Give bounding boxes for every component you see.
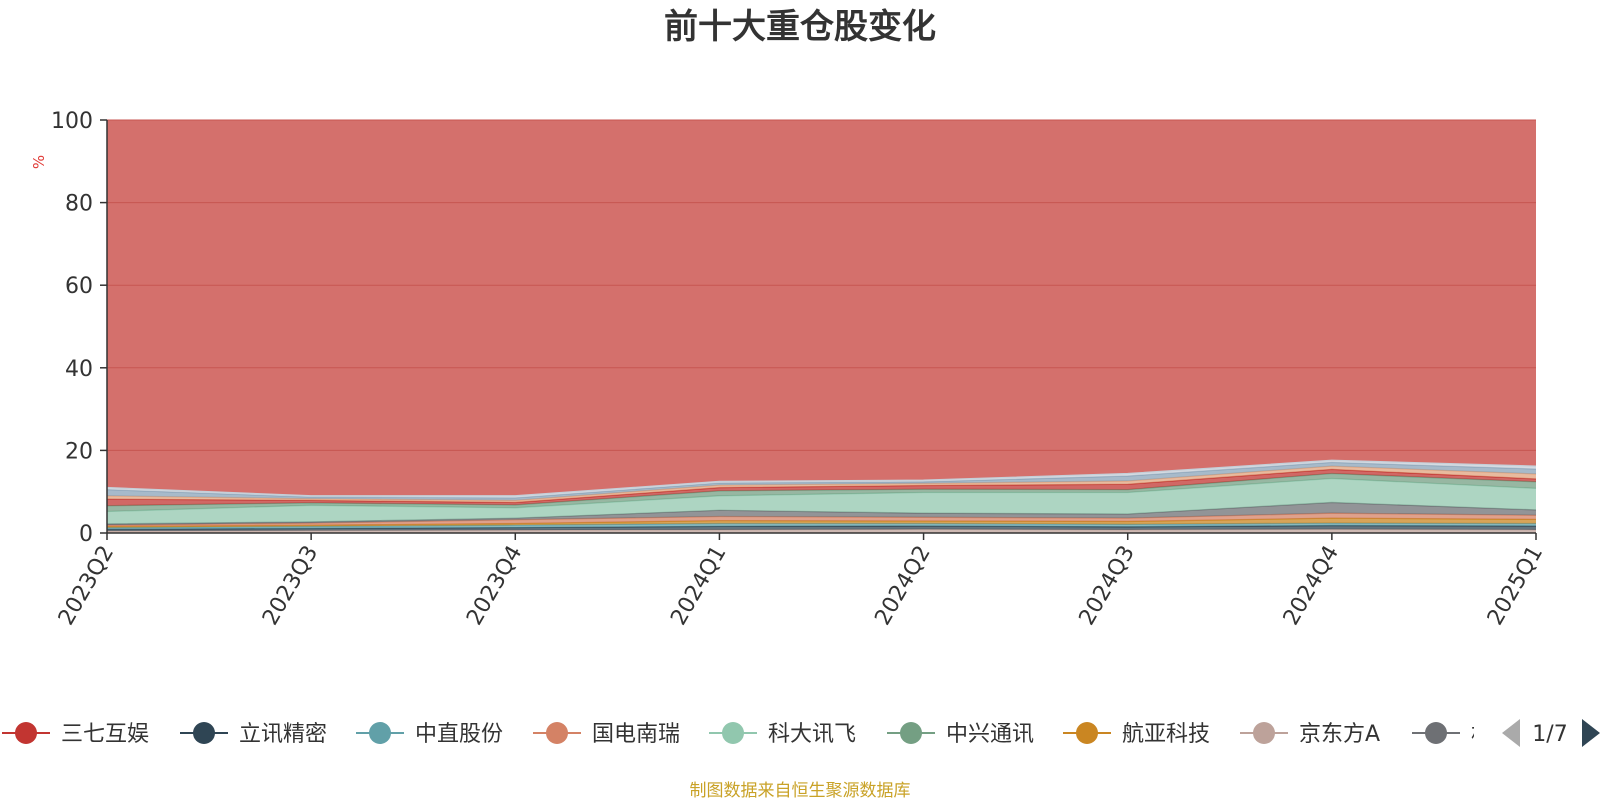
- series-area-6: [107, 478, 1536, 524]
- legend-marker: [369, 722, 391, 744]
- legend-marker: [193, 722, 215, 744]
- legend-marker: [15, 722, 37, 744]
- grid-lines: [107, 119, 1536, 451]
- legend-label: 国电南瑞: [592, 722, 680, 747]
- legend-label: 三七互娱: [61, 722, 149, 747]
- plot-area: [106, 120, 1537, 533]
- y-tick-label: 20: [65, 439, 93, 464]
- legend-marker: [1253, 722, 1275, 744]
- legend-marker: [1425, 722, 1447, 744]
- series-area-4: [107, 513, 1536, 527]
- y-tick-label: 40: [65, 357, 93, 382]
- y-tick-label: 80: [65, 192, 93, 217]
- x-tick-label: 2024Q2: [870, 542, 935, 630]
- legend-item-4[interactable]: 科大讯飞: [709, 722, 856, 747]
- legend-item-6[interactable]: 航亚科技: [1063, 722, 1210, 747]
- series-area-11: [107, 460, 1536, 498]
- legend-fade: [1474, 713, 1600, 753]
- legend-item-0[interactable]: 三七互娱: [2, 722, 149, 747]
- legend-label: 立讯精密: [239, 722, 327, 747]
- legend-label: 中兴通讯: [946, 722, 1034, 747]
- y-tick-label: 100: [51, 109, 93, 134]
- legend-label: 航亚科技: [1122, 722, 1210, 747]
- legend-label: 科大讯飞: [768, 722, 856, 747]
- series-line-11: [106, 459, 1537, 497]
- legend-marker: [722, 722, 744, 744]
- legend-item-1[interactable]: 立讯精密: [180, 722, 327, 747]
- legend-marker: [1076, 722, 1098, 744]
- series-line-3: [106, 517, 1537, 528]
- series-area-8: [107, 469, 1536, 506]
- series-area-9: [107, 466, 1536, 503]
- remainder-area: [107, 120, 1536, 496]
- y-tick-label: 60: [65, 274, 93, 299]
- legend-marker: [900, 722, 922, 744]
- x-tick-label: 2024Q3: [1075, 542, 1140, 630]
- x-tick-label: 2024Q1: [666, 542, 731, 630]
- legend-label: 京东方A: [1299, 722, 1380, 747]
- legend-item-5[interactable]: 中兴通讯: [887, 722, 1034, 747]
- x-tick-label: 2024Q4: [1279, 542, 1344, 630]
- y-tick-label: 0: [79, 522, 93, 547]
- series-area-10: [107, 462, 1536, 501]
- y-axis-unit-label: %: [30, 155, 48, 169]
- legend-item-2[interactable]: 中直股份: [356, 722, 503, 747]
- legend-next-icon[interactable]: [1582, 719, 1600, 747]
- x-tick-label: 2023Q3: [258, 542, 323, 630]
- x-tick-label: 2023Q4: [462, 542, 527, 630]
- x-tick-label: 2023Q2: [54, 542, 119, 630]
- series-area-3: [107, 518, 1536, 528]
- legend-marker: [546, 722, 568, 744]
- legend-item-7[interactable]: 京东方A: [1240, 722, 1380, 747]
- legend-page-indicator: 1/7: [1532, 722, 1567, 747]
- x-tick-label: 2025Q1: [1483, 542, 1548, 630]
- legend-item-3[interactable]: 国电南瑞: [533, 722, 680, 747]
- source-note: 制图数据来自恒生聚源数据库: [690, 781, 911, 800]
- legend-prev-icon[interactable]: [1502, 719, 1520, 747]
- chart-title: 前十大重仓股变化: [664, 7, 936, 47]
- legend-pager: 1/7: [1502, 719, 1600, 747]
- legend-label: 中直股份: [415, 722, 503, 747]
- legend: 三七互娱立讯精密中直股份国电南瑞科大讯飞中兴通讯航亚科技京东方A相1/7: [2, 713, 1600, 753]
- series-area-7: [107, 473, 1536, 512]
